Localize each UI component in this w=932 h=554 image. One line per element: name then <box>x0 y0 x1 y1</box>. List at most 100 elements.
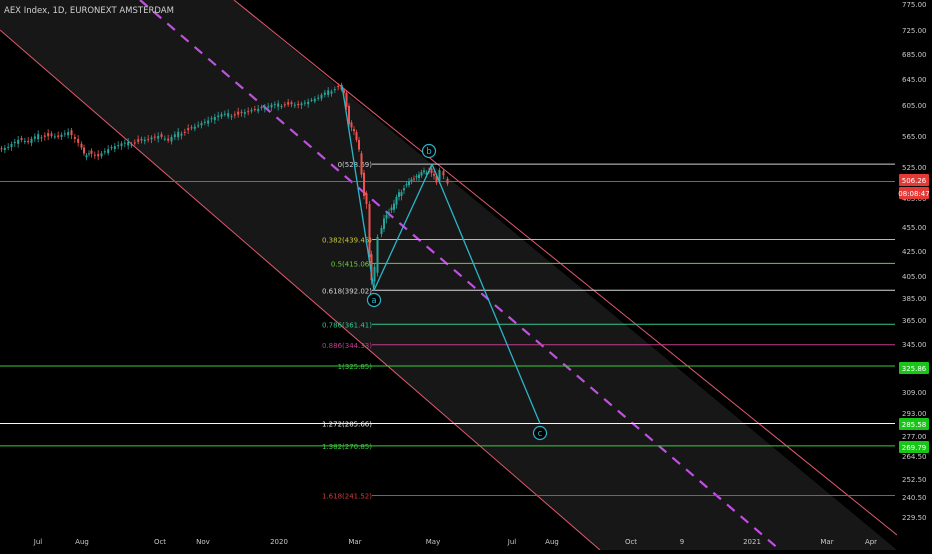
fib-level-label: 1.272(285.66) <box>322 421 372 429</box>
candle-body <box>270 104 273 108</box>
time-axis-tick: Jul <box>507 538 517 546</box>
candle-body <box>348 106 350 125</box>
candle-body <box>110 147 113 149</box>
time-axis-tick: Aug <box>545 538 559 546</box>
price-axis-tick: 229.50 <box>902 514 927 522</box>
candle-body <box>180 133 183 136</box>
candle-body <box>240 111 243 113</box>
price-axis-tick: 277.00 <box>902 433 927 441</box>
candle-body <box>193 126 196 129</box>
candle-body <box>263 106 266 110</box>
candle-body <box>413 178 415 180</box>
candle-body <box>147 138 150 140</box>
candle-body <box>400 192 403 196</box>
candle-body <box>30 138 33 143</box>
price-tag <box>899 362 929 374</box>
candle-body <box>83 147 85 154</box>
candle-body <box>170 136 173 142</box>
candle-body <box>410 179 413 182</box>
candle-body <box>300 103 303 106</box>
candle-body <box>153 136 156 138</box>
price-axis-tick: 525.00 <box>902 164 927 172</box>
candle-body <box>337 86 340 88</box>
candle-body <box>80 143 83 148</box>
wave-point-label: b <box>426 147 431 157</box>
price-axis-tick: 240.50 <box>902 494 927 502</box>
regression-channel-fill <box>0 0 897 550</box>
price-tag <box>899 441 929 453</box>
time-axis-tick: Nov <box>196 538 210 546</box>
candle-body <box>50 133 53 136</box>
candle-body <box>420 172 423 176</box>
candle-body <box>370 254 373 281</box>
candle-body <box>183 131 186 133</box>
fib-level-label: 0.382(439.45) <box>322 236 372 244</box>
candle-body <box>283 104 286 106</box>
fib-level-label: 0.618(392.02) <box>322 287 372 295</box>
candle-body <box>365 193 368 204</box>
candle-body <box>85 155 88 158</box>
wave-leg[interactable] <box>341 85 375 291</box>
candle-body <box>243 112 246 114</box>
candle-body <box>103 151 106 153</box>
fib-level-label: 0.786(361.41) <box>322 321 372 329</box>
candle-body <box>163 138 166 140</box>
candle-body <box>113 146 116 150</box>
candle-body <box>277 103 280 107</box>
candle-body <box>33 136 36 139</box>
time-axis-tick: Oct <box>154 538 166 546</box>
candle-body <box>200 123 203 126</box>
candle-body <box>117 145 120 147</box>
price-tag-label: 269.79 <box>902 444 927 452</box>
candle-body <box>190 127 193 129</box>
candle-body <box>20 138 23 140</box>
channel-mid-line[interactable] <box>139 0 781 551</box>
wave-leg[interactable] <box>431 163 541 424</box>
price-tag <box>899 187 929 199</box>
wave-point-marker[interactable] <box>532 425 548 441</box>
candle-body <box>167 138 170 141</box>
time-axis-tick: 2021 <box>743 538 761 546</box>
candle-body <box>297 103 300 106</box>
candle-body <box>123 142 126 144</box>
price-axis-tick: 725.00 <box>902 27 927 35</box>
wave-leg[interactable] <box>373 163 433 291</box>
candle-body <box>160 134 163 137</box>
price-tag-label: 08:08:47 <box>898 190 929 198</box>
candle-body <box>100 153 103 157</box>
wave-point-marker[interactable] <box>366 292 382 308</box>
candle-body <box>120 143 123 147</box>
candle-body <box>127 141 130 146</box>
candle-body <box>317 97 320 99</box>
candle-body <box>137 139 140 142</box>
candle-body <box>435 175 438 183</box>
candle-body <box>313 98 316 102</box>
candle-body <box>53 136 56 138</box>
candle-body <box>13 141 16 144</box>
candle-body <box>133 142 136 144</box>
candle-body <box>442 170 445 176</box>
candle-body <box>327 90 330 95</box>
candle-body <box>23 141 26 143</box>
wave-point-marker[interactable] <box>421 143 437 159</box>
candle-body <box>383 218 385 229</box>
candle-body <box>290 102 293 105</box>
candle-body <box>388 212 390 214</box>
candle-body <box>93 154 96 156</box>
time-axis-tick: Mar <box>820 538 833 546</box>
candle-body <box>333 89 336 91</box>
channel-lower-line[interactable] <box>0 29 601 551</box>
price-axis[interactable] <box>897 0 932 550</box>
candle-body <box>423 170 425 173</box>
price-axis-tick: 365.00 <box>902 317 927 325</box>
time-axis-tick: Mar <box>348 538 361 546</box>
wave-point-label: c <box>538 429 543 439</box>
price-axis-tick: 405.00 <box>902 273 927 281</box>
candle-body <box>408 181 410 186</box>
candle-body <box>438 169 441 181</box>
candle-body <box>150 137 153 140</box>
candle-body <box>233 114 236 116</box>
candle-body <box>203 121 206 123</box>
